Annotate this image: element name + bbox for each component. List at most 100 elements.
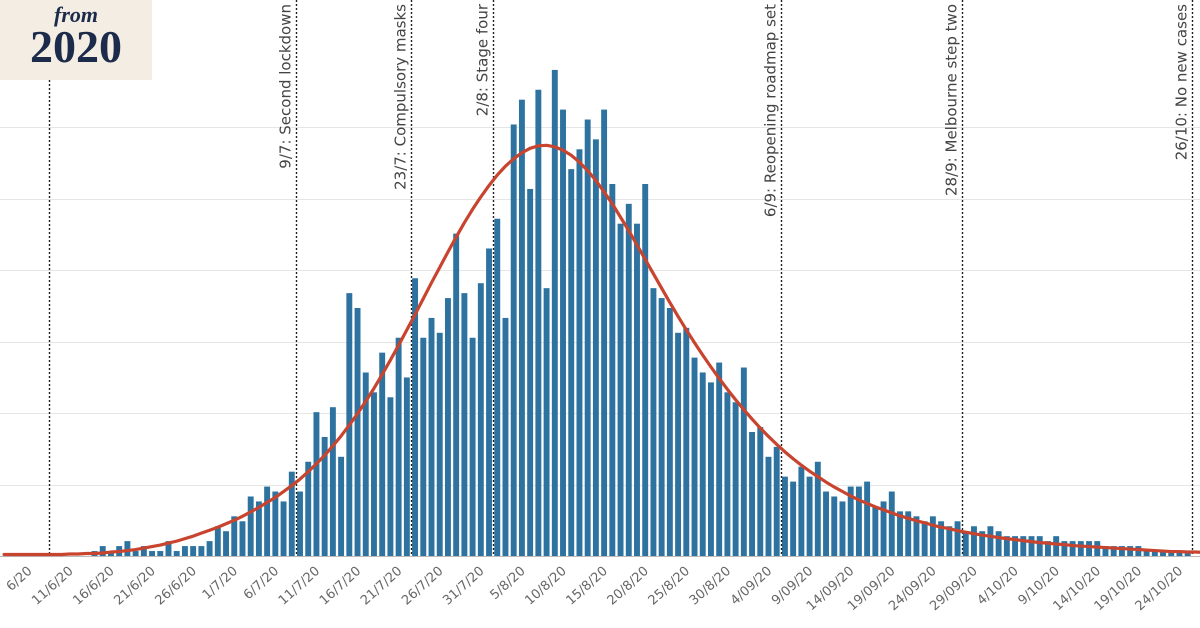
bar	[510, 124, 517, 556]
bar	[99, 546, 106, 556]
bar	[1102, 546, 1109, 556]
bar	[379, 352, 386, 556]
rolling-average-line	[2, 143, 1200, 557]
bar	[1003, 536, 1010, 556]
x-tick-label: 1/7/20	[200, 564, 241, 603]
bar	[880, 501, 887, 556]
bar	[198, 546, 205, 556]
bar	[461, 293, 468, 556]
bar	[362, 372, 369, 556]
bar	[708, 382, 714, 556]
bar	[1069, 541, 1076, 556]
bar	[979, 531, 986, 556]
annotation-label: 23/7: Compulsory masks	[392, 4, 410, 190]
x-tick-label: 21/7/20	[358, 564, 405, 609]
bar	[905, 511, 912, 556]
bar	[543, 288, 550, 556]
bar	[724, 392, 731, 556]
bar	[995, 531, 1002, 556]
bar	[946, 526, 953, 556]
bar	[806, 476, 813, 556]
bar	[469, 337, 476, 556]
gridlines	[0, 127, 1200, 557]
bar	[321, 436, 328, 556]
bar	[272, 491, 279, 556]
x-tick-label: 31/7/20	[440, 564, 487, 609]
bar	[502, 317, 509, 556]
bar	[913, 516, 920, 556]
bar	[839, 501, 846, 556]
bar	[140, 546, 147, 556]
bar	[1118, 546, 1125, 556]
bar	[601, 109, 608, 556]
bar	[897, 511, 903, 556]
bar	[1044, 541, 1051, 556]
bar	[1053, 536, 1060, 556]
badge-from-text: from	[54, 2, 98, 27]
x-tick-label: 20/8/20	[605, 564, 652, 609]
bar	[338, 456, 345, 556]
bar	[798, 466, 805, 556]
bar	[280, 501, 287, 556]
bar	[297, 491, 303, 556]
bar	[666, 308, 673, 556]
bar	[987, 526, 994, 556]
bar	[1143, 551, 1150, 556]
x-tick-label: 25/8/20	[646, 564, 693, 609]
annotation-label: 28/9: Melbourne step two	[943, 4, 961, 196]
annotation-label: 26/10: No new cases	[1173, 4, 1191, 160]
bar	[453, 233, 460, 556]
bar	[749, 432, 756, 556]
bar	[157, 551, 164, 556]
bar	[1012, 536, 1019, 556]
bar	[231, 516, 238, 556]
bar	[444, 298, 451, 556]
bar	[675, 332, 682, 556]
bar	[650, 288, 657, 556]
bar	[395, 337, 402, 556]
annotation-label: 9/7: Second lockdown	[277, 4, 295, 169]
bar	[206, 541, 213, 556]
bar	[264, 486, 271, 556]
bar	[535, 89, 542, 556]
bar	[436, 332, 443, 556]
bar	[124, 541, 131, 556]
x-tick-label: 16/7/20	[317, 564, 364, 609]
bar	[831, 496, 838, 556]
bar	[864, 481, 871, 556]
bar	[584, 119, 591, 557]
bar	[1127, 546, 1134, 556]
x-tick-label: 16/6/20	[70, 564, 117, 609]
bar	[132, 551, 139, 556]
bar	[527, 188, 534, 556]
bar	[477, 283, 484, 556]
bar	[765, 456, 772, 556]
annotation-label: 6/9: Reopening roadmap set	[762, 4, 780, 217]
bar	[634, 223, 640, 556]
bar	[683, 327, 690, 556]
bar	[420, 337, 427, 556]
bar	[1028, 536, 1035, 556]
x-tick-label: 26/7/20	[399, 564, 446, 609]
bar	[781, 476, 788, 556]
bar	[486, 248, 492, 557]
bar	[371, 392, 377, 556]
bar	[847, 486, 854, 556]
bar	[921, 521, 928, 556]
x-tick-label: 4/10/20	[974, 564, 1021, 609]
x-tick-label: 4/09/20	[728, 564, 775, 609]
bar	[288, 471, 295, 556]
bar	[551, 69, 558, 557]
x-tick-label: 30/8/20	[687, 564, 734, 609]
bar	[329, 407, 336, 556]
x-tick-label: 21/6/20	[111, 564, 158, 609]
bar	[214, 526, 221, 556]
bar	[1110, 546, 1117, 556]
bar	[560, 109, 566, 556]
bar	[691, 357, 698, 556]
bar	[412, 278, 419, 556]
bar	[699, 372, 706, 556]
bar	[494, 218, 501, 556]
bar	[1077, 541, 1084, 556]
